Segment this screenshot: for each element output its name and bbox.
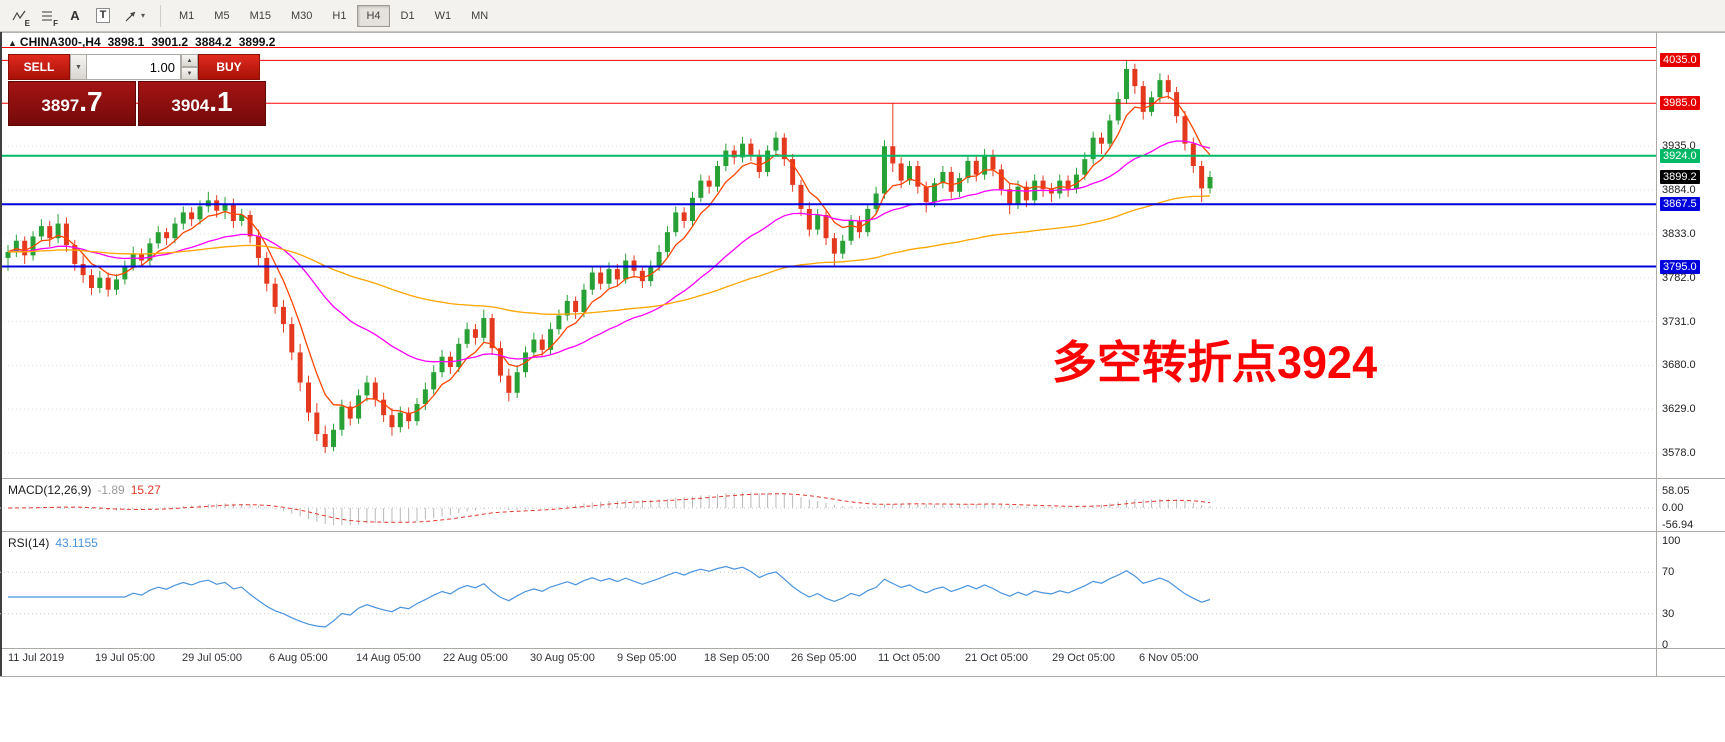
buy-price-display[interactable]: 3904.1 [138, 81, 266, 126]
time-tick-1: 19 Jul 05:00 [95, 652, 155, 664]
text-tool-icon: A [70, 8, 80, 23]
price-chart-canvas[interactable] [0, 32, 1725, 742]
volume-increase-button[interactable]: ▲ [181, 54, 198, 67]
line-tool-icon [125, 11, 136, 21]
rsi-tick-0: 0 [1662, 639, 1669, 651]
macd-tick-0.00: 0.00 [1662, 502, 1684, 514]
chart-window: ▲ CHINA300-,H4 3898.1 3901.2 3884.2 3899.2 SE… [0, 32, 1725, 742]
grid-icon [42, 10, 52, 21]
buy-button[interactable]: BUY [198, 54, 260, 80]
top-toolbar: E F A T ▾ M1 M5 M15 M30 H1 H4 D1 W1 MN [0, 0, 1725, 32]
price-tick-3680.0: 3680.0 [1662, 359, 1696, 372]
macd-main-value: -1.89 [97, 483, 125, 497]
price-tick-3899.2: 3899.2 [1660, 170, 1700, 184]
ohlc-low: 3884.2 [195, 35, 232, 49]
time-tick-7: 9 Sep 05:00 [617, 652, 677, 664]
chart-symbol-label: CHINA300-,H4 [19, 35, 101, 49]
timeframe-button-h1[interactable]: H1 [323, 5, 355, 27]
price-tick-3578.0: 3578.0 [1662, 446, 1696, 459]
ohlc-open: 3898.1 [107, 35, 145, 49]
chart-annotation-text: 多空转折点3924 [1052, 337, 1378, 388]
buy-price-base: 3904 [171, 96, 210, 115]
tool-sub-label: E [24, 18, 30, 28]
time-tick-6: 30 Aug 05:00 [530, 652, 595, 664]
macd-tick--56.94: -56.94 [1662, 519, 1694, 532]
time-tick-5: 22 Aug 05:00 [443, 652, 508, 664]
price-tick-3884.0: 3884.0 [1662, 184, 1696, 197]
buy-price-pips: .1 [209, 86, 233, 117]
time-tick-0: 11 Jul 2019 [8, 652, 65, 664]
text-tool-button[interactable]: A [62, 4, 88, 28]
line-draw-tool-button[interactable]: ▾ [118, 4, 150, 28]
macd-name: MACD(12,26,9) [8, 483, 92, 497]
rsi-tick-100: 100 [1662, 535, 1681, 547]
price-tick-3629.0: 3629.0 [1662, 403, 1696, 416]
time-tick-9: 26 Sep 05:00 [791, 652, 857, 664]
price-tick-3833.0: 3833.0 [1662, 227, 1696, 240]
volume-spinner: ▲ ▼ [181, 54, 198, 80]
volume-input[interactable] [87, 54, 181, 80]
timeframe-group: M1 M5 M15 M30 H1 H4 D1 W1 MN [169, 4, 498, 27]
time-tick-10: 11 Oct 05:00 [878, 652, 941, 664]
ohlc-high: 3901.2 [151, 35, 189, 49]
rsi-tick-30: 30 [1662, 607, 1675, 620]
timeframe-button-m5[interactable]: M5 [205, 5, 238, 27]
collapse-trading-panel-icon[interactable]: ▲ [8, 38, 17, 48]
volume-decrease-button[interactable]: ▼ [181, 67, 198, 80]
price-tick-4035.0: 4035.0 [1660, 53, 1700, 68]
sell-button[interactable]: SELL [8, 54, 70, 80]
price-tick-3867.5: 3867.5 [1660, 197, 1700, 212]
price-tick-3731.0: 3731.0 [1662, 315, 1696, 328]
price-tick-3985.0: 3985.0 [1660, 96, 1700, 111]
price-tick-3924.0: 3924.0 [1660, 148, 1700, 163]
timeframe-button-h4[interactable]: H4 [357, 4, 390, 27]
one-click-trading-panel: SELL ▼ ▲ ▼ BUY 3897.7 3904.1 [8, 54, 266, 126]
macd-indicator-label: MACD(12,26,9) -1.89 15.27 [8, 483, 161, 497]
candlestick-pattern-icon [12, 10, 26, 20]
textbox-tool-icon: T [95, 8, 111, 23]
sell-price-base: 3897 [41, 96, 80, 115]
timeframe-button-d1[interactable]: D1 [392, 5, 424, 27]
candlestick-pattern-tool-button[interactable]: E [6, 4, 32, 28]
time-tick-11: 21 Oct 05:00 [965, 652, 1028, 664]
price-scale[interactable]: 4035.0 3985.0 3935.0 3924.0 3899.2 3884.0 3867… [1658, 32, 1725, 676]
volume-dropdown-button[interactable]: ▼ [70, 54, 87, 80]
time-scale[interactable]: 11 Jul 2019 19 Jul 05:00 29 Jul 05:00 6 Aug… [0, 652, 1656, 668]
macd-signal-value: 15.27 [130, 483, 161, 497]
time-tick-13: 6 Nov 05:00 [1139, 652, 1199, 664]
time-tick-4: 14 Aug 05:00 [356, 652, 421, 664]
time-tick-2: 29 Jul 05:00 [182, 652, 242, 664]
timeframe-button-w1[interactable]: W1 [426, 5, 461, 27]
toolbar-separator [160, 4, 162, 27]
rsi-name: RSI(14) [8, 536, 50, 550]
time-tick-8: 18 Sep 05:00 [704, 652, 770, 664]
rsi-tick-70: 70 [1662, 566, 1675, 579]
price-tick-3782.0: 3782.0 [1662, 271, 1696, 284]
timeframe-button-m15[interactable]: M15 [241, 5, 280, 27]
time-tick-3: 6 Aug 05:00 [269, 652, 328, 664]
ohlc-close: 3899.2 [238, 35, 276, 49]
timeframe-button-m30[interactable]: M30 [282, 5, 321, 27]
textbox-tool-button[interactable]: T [90, 4, 116, 28]
time-tick-12: 29 Oct 05:00 [1052, 652, 1115, 664]
chart-header: ▲ CHINA300-,H4 3898.1 3901.2 3884.2 3899.2 [8, 35, 282, 49]
timeframe-button-mn[interactable]: MN [462, 5, 497, 27]
rsi-indicator-label: RSI(14) 43.1155 [8, 536, 98, 550]
sell-price-display[interactable]: 3897.7 [8, 81, 136, 126]
rsi-value: 43.1155 [55, 536, 98, 550]
price-tick-3795.0: 3795.0 [1660, 259, 1700, 274]
sell-price-pips: .7 [79, 86, 103, 117]
macd-tick-58.05: 58.05 [1662, 484, 1690, 497]
grid-tool-button[interactable]: F [34, 4, 60, 28]
chevron-down-icon: ▾ [141, 11, 146, 20]
tool-sub-label: F [53, 18, 58, 28]
timeframe-button-m1[interactable]: M1 [170, 5, 203, 27]
